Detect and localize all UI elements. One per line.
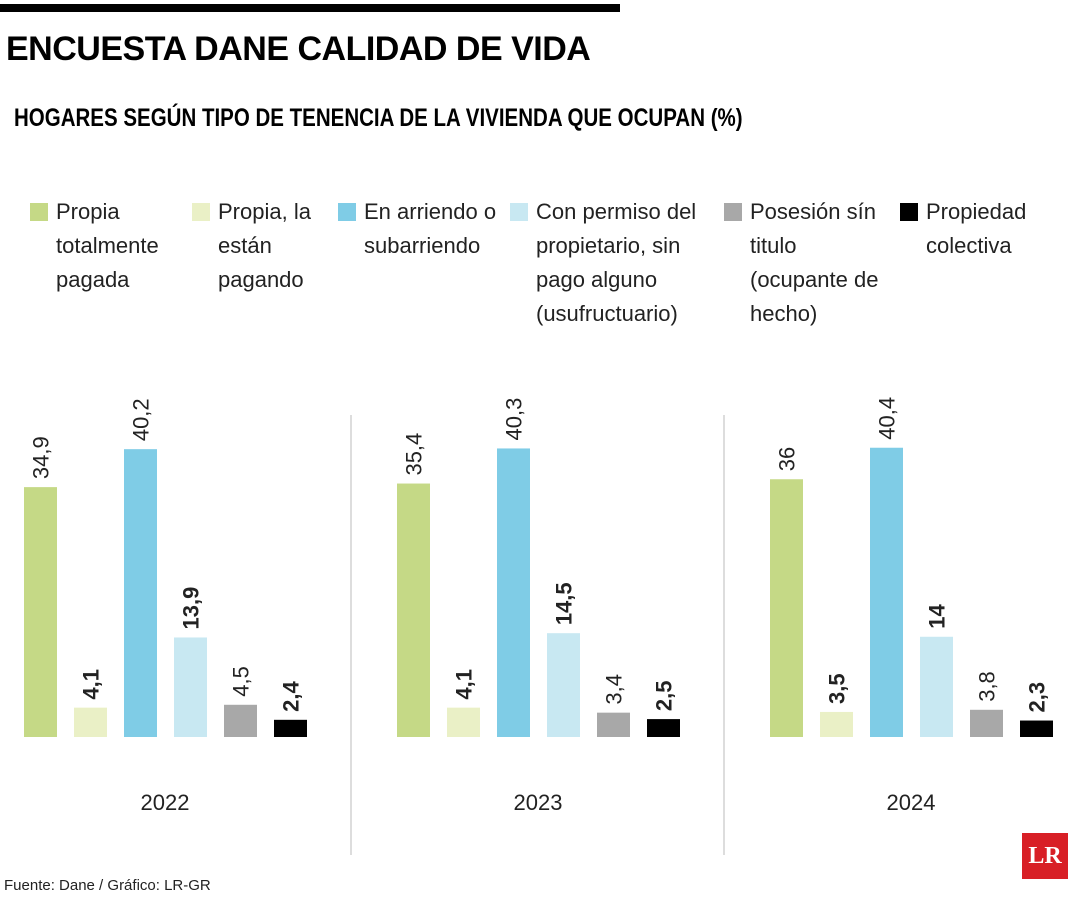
value-label: 14,5 — [552, 582, 577, 625]
bar — [647, 719, 680, 737]
bar — [920, 636, 953, 737]
chart-title: ENCUESTA DANE CALIDAD DE VIDA — [6, 30, 591, 68]
logo: LR — [1022, 833, 1068, 879]
legend-swatch — [900, 203, 918, 221]
legend-swatch — [724, 203, 742, 221]
value-label: 4,1 — [452, 669, 477, 700]
legend-swatch — [192, 203, 210, 221]
value-label: 13,9 — [179, 587, 204, 630]
bar — [770, 479, 803, 737]
value-label: 14 — [925, 604, 950, 629]
top-bar — [0, 4, 620, 12]
bar — [224, 704, 257, 737]
value-label: 4,5 — [229, 666, 254, 697]
legend-label: Propia totalmente pagada — [56, 199, 159, 292]
x-tick-label: 2024 — [887, 790, 936, 815]
bar — [497, 448, 530, 737]
bar — [174, 637, 207, 737]
legend-label: Con permiso del propietario, sin pago al… — [536, 199, 697, 326]
value-label: 2,4 — [279, 680, 304, 711]
bar — [870, 447, 903, 737]
value-label: 2,5 — [652, 681, 677, 712]
legend-label: Propiedad colectiva — [926, 199, 1027, 258]
value-label: 3,4 — [602, 674, 627, 705]
x-tick-label: 2022 — [141, 790, 190, 815]
value-label: 34,9 — [29, 436, 54, 479]
legend-swatch — [338, 203, 356, 221]
value-label: 35,4 — [402, 433, 427, 476]
value-label: 40,2 — [129, 398, 154, 441]
bar — [24, 487, 57, 737]
value-label: 40,4 — [875, 397, 900, 440]
bar — [1020, 720, 1053, 737]
legend-label: Propia, la están pagando — [218, 199, 311, 292]
bar — [597, 712, 630, 737]
value-label: 40,3 — [502, 398, 527, 441]
value-label: 3,8 — [975, 671, 1000, 702]
bar — [547, 633, 580, 737]
bar — [124, 449, 157, 737]
chart-subtitle: HOGARES SEGÚN TIPO DE TENENCIA DE LA VIV… — [14, 104, 743, 132]
bar — [970, 709, 1003, 737]
x-tick-label: 2023 — [514, 790, 563, 815]
legend-label: Posesión sín titulo (ocupante de hecho) — [750, 199, 879, 326]
bar — [397, 483, 430, 737]
value-label: 4,1 — [79, 669, 104, 700]
value-label: 2,3 — [1025, 682, 1050, 713]
bar — [820, 711, 853, 737]
bar — [447, 707, 480, 737]
bar — [74, 707, 107, 737]
value-label: 3,5 — [825, 673, 850, 704]
legend-swatch — [30, 203, 48, 221]
bar — [274, 719, 307, 737]
legend-swatch — [510, 203, 528, 221]
legend-label: En arriendo o subarriendo — [364, 199, 497, 258]
value-label: 36 — [775, 447, 800, 471]
source: Fuente: Dane / Gráfico: LR-GR — [4, 877, 211, 894]
